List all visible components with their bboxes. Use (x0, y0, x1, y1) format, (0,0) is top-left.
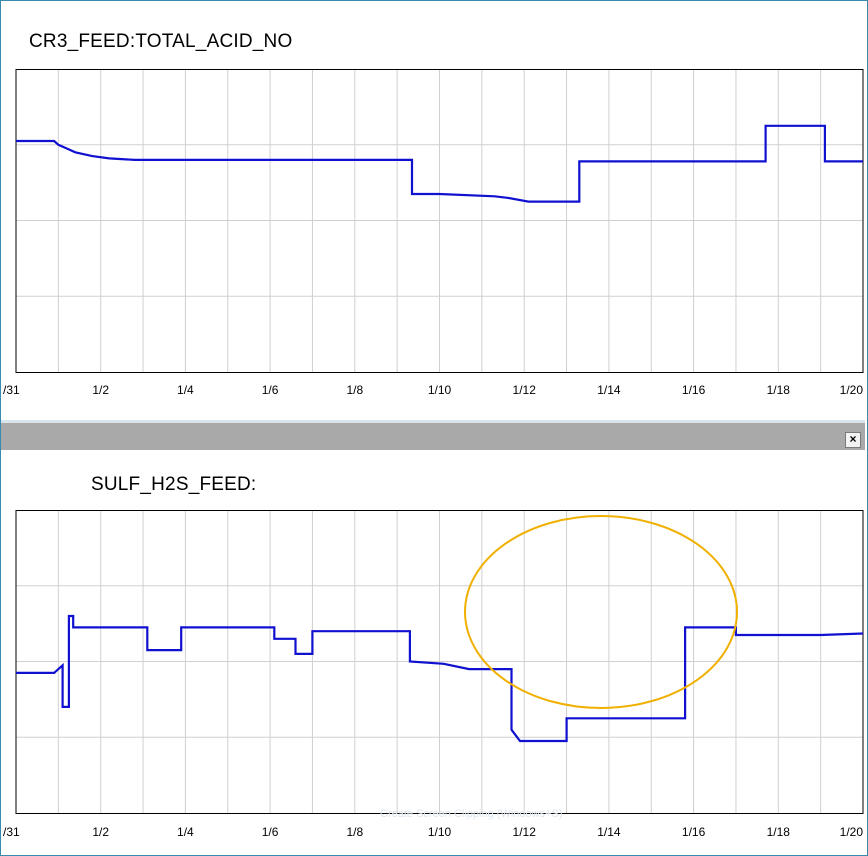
x-tick-label: 1/12 (513, 383, 537, 397)
x-tick-label: /31 (3, 825, 20, 839)
x-tick-label: 1/2 (92, 825, 109, 839)
chart-area[interactable]: /31 1/2 1/4 1/6 1/8 1/10 1/12 1/14 1/16 1/18 1/20 (1, 69, 865, 399)
panel-splitter[interactable]: × (1, 420, 865, 450)
x-tick-label: 1/8 (346, 825, 363, 839)
x-tick-label: 1/4 (177, 383, 194, 397)
x-tick-label: 1/14 (597, 825, 621, 839)
chart-panel-bottom: SULF_H2S_FEED: /31 1/2 1/4 1/6 1/8 1/10 1/12 1/… (1, 452, 865, 854)
x-tick-label: /31 (3, 383, 20, 397)
highlight-ellipse (464, 515, 738, 709)
chart-title: SULF_H2S_FEED: (91, 474, 257, 495)
plot-border (15, 69, 864, 373)
chart-area[interactable]: /31 1/2 1/4 1/6 1/8 1/10 1/12 1/14 1/16 1/18 1/20 (1, 510, 865, 850)
chart-panel-top: CR3_FEED:TOTAL_ACID_NO /31 1/2 1/4 1/6 1/8 1/… (1, 1, 865, 413)
plot-border (15, 510, 864, 814)
x-tick-label: 1/10 (428, 383, 452, 397)
x-tick-label: 1/16 (682, 825, 706, 839)
watermark-text: Create Screen Clipping (Windows+S) (380, 808, 563, 820)
x-tick-label: 1/18 (767, 383, 791, 397)
series-line (16, 124, 863, 203)
x-tick-label: 1/6 (262, 825, 279, 839)
series-line (16, 614, 864, 743)
close-icon[interactable]: × (845, 432, 861, 448)
x-tick-label: 1/8 (346, 383, 363, 397)
x-tick-label: 1/20 (840, 383, 864, 397)
x-tick-label: 1/12 (513, 825, 537, 839)
x-tick-label: 1/16 (682, 383, 706, 397)
x-tick-label: 1/18 (767, 825, 791, 839)
x-tick-label: 1/6 (262, 383, 279, 397)
x-tick-label: 1/20 (840, 825, 864, 839)
chart-title: CR3_FEED:TOTAL_ACID_NO (29, 31, 293, 52)
x-tick-label: 1/10 (428, 825, 452, 839)
x-tick-label: 1/2 (92, 383, 109, 397)
x-tick-label: 1/4 (177, 825, 194, 839)
x-tick-label: 1/14 (597, 383, 621, 397)
